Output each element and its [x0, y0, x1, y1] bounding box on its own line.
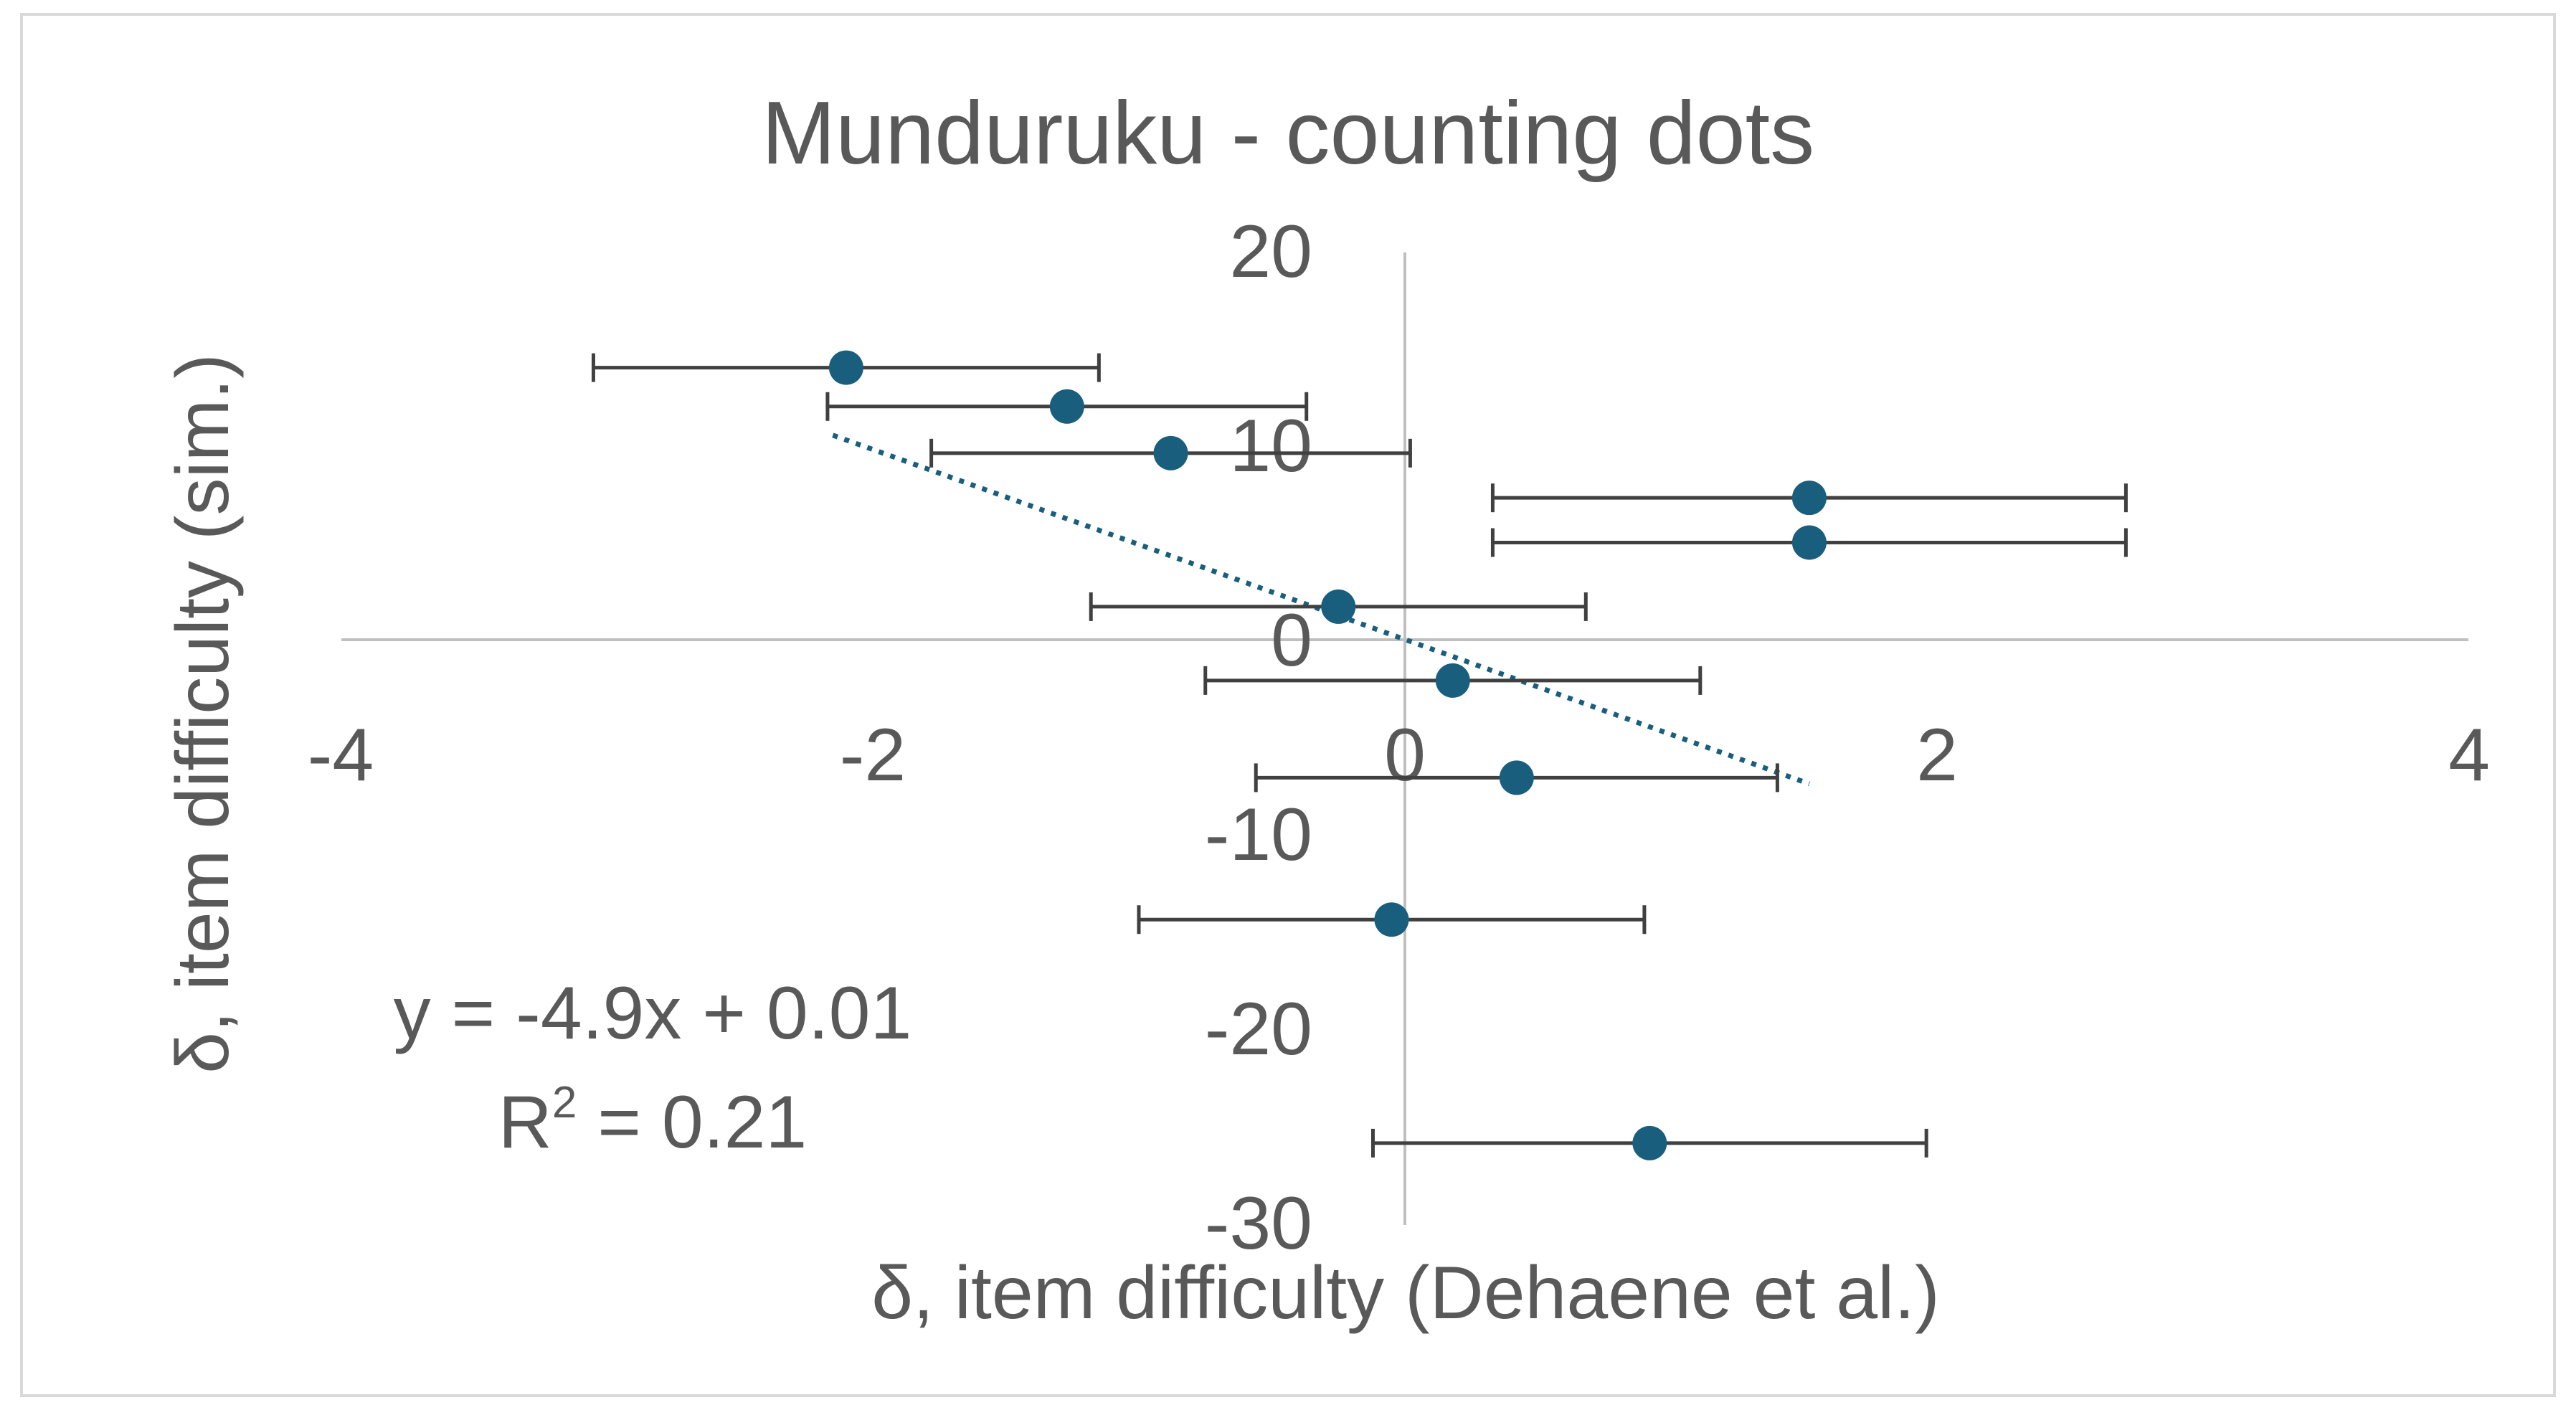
y-tick-label: 0 — [1271, 599, 1312, 682]
x-tick-labels: -4 -2 0 2 4 — [308, 714, 2490, 797]
x-tick-label: 4 — [2448, 714, 2490, 797]
trendline-equation: y = -4.9x + 0.01 — [394, 972, 912, 1055]
data-points — [828, 350, 1827, 1160]
y-tick-label: -30 — [1205, 1182, 1312, 1265]
data-point — [1153, 435, 1188, 470]
y-tick-label: 20 — [1229, 210, 1312, 293]
y-axis-title: δ, item difficulty (sim.) — [161, 354, 245, 1074]
data-point — [828, 350, 863, 385]
chart-title: Munduruku - counting dots — [762, 84, 1814, 183]
data-point — [1791, 481, 1827, 516]
y-tick-label: 10 — [1229, 404, 1312, 488]
y-tick-label: -20 — [1205, 988, 1312, 1071]
r-squared-label: R2 = 0.21 — [498, 1078, 808, 1164]
data-point — [1435, 663, 1470, 698]
y-tick-label: -10 — [1205, 793, 1312, 876]
x-axis-title: δ, item difficulty (Dehaene et al.) — [871, 1252, 1940, 1335]
data-point — [1632, 1125, 1667, 1160]
data-point — [1791, 525, 1827, 560]
x-tick-label: 0 — [1384, 714, 1426, 797]
x-tick-label: -4 — [308, 714, 374, 797]
x-tick-label: -2 — [840, 714, 906, 797]
x-tick-label: 2 — [1916, 714, 1958, 797]
data-point — [1321, 589, 1356, 624]
data-point — [1374, 902, 1409, 937]
chart-frame — [20, 13, 2556, 1397]
y-tick-labels: 20 10 0 -10 -20 -30 — [1205, 210, 1312, 1265]
data-point — [1499, 760, 1534, 795]
trendline — [832, 432, 1811, 787]
data-point — [1049, 389, 1084, 424]
